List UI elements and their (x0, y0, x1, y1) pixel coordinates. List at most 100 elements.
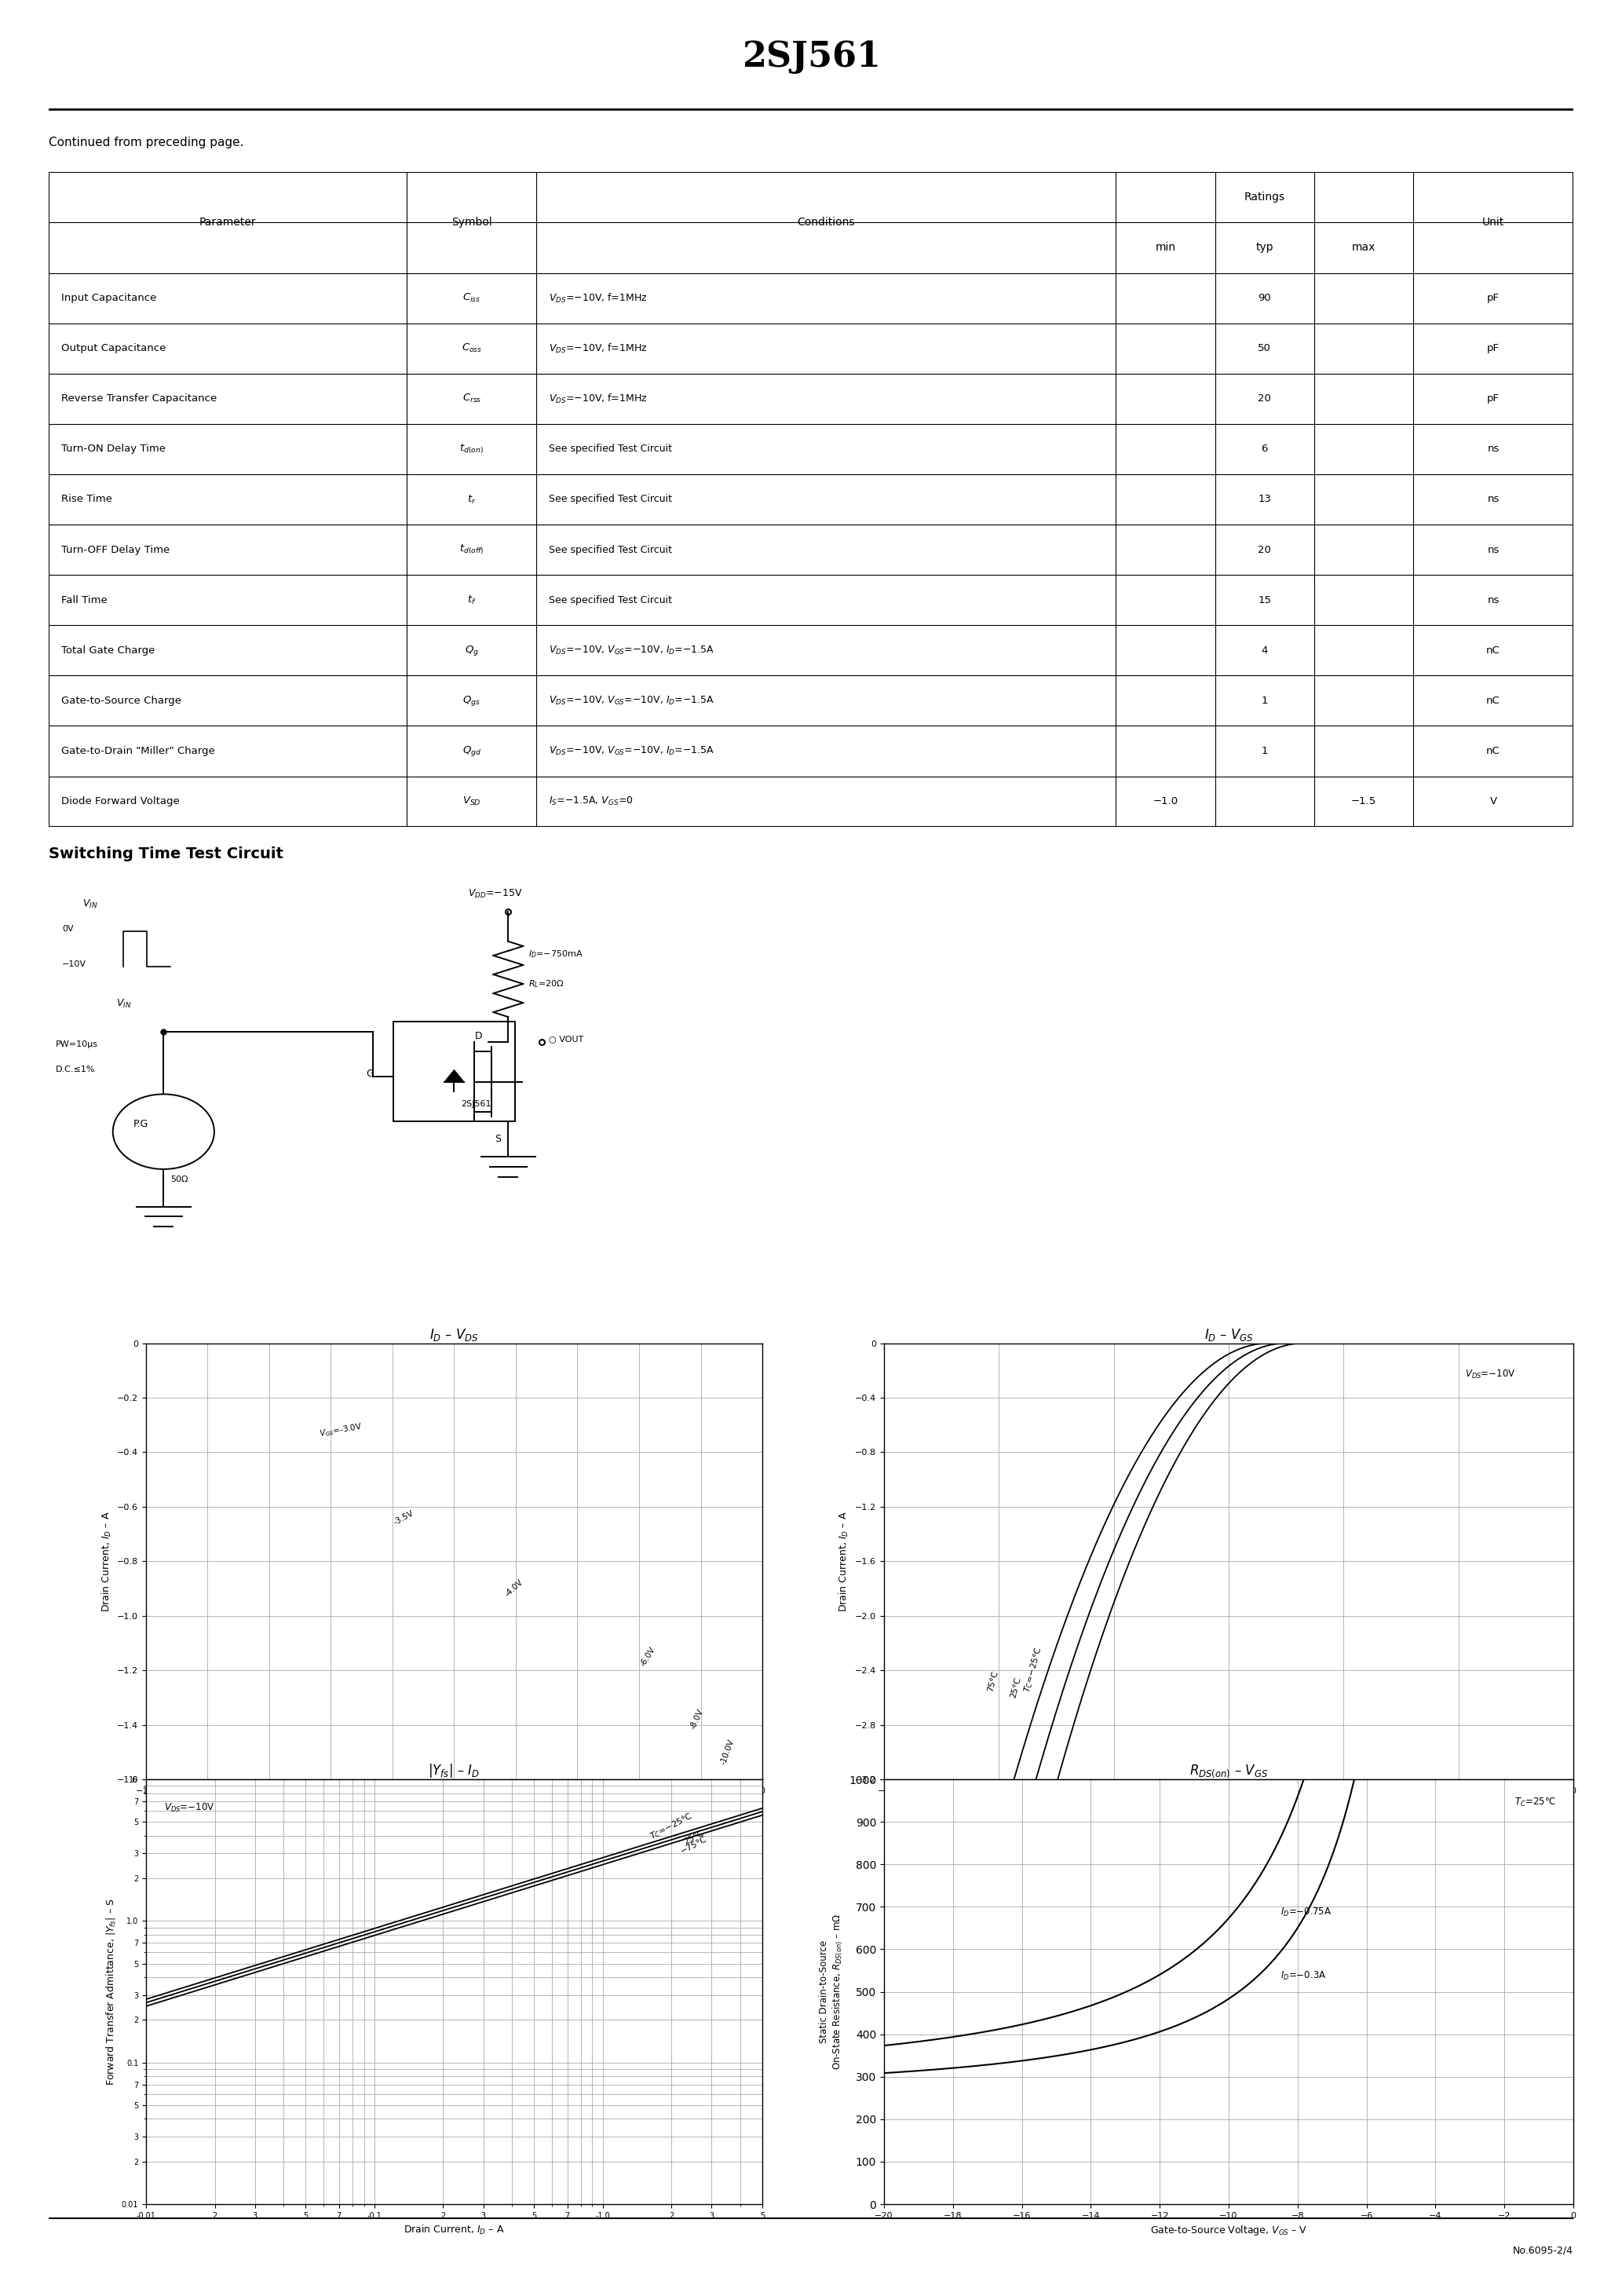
Text: Gate-to-Source Charge: Gate-to-Source Charge (62, 696, 182, 705)
Text: $t_f$: $t_f$ (467, 595, 477, 606)
Text: $I_D$=−0.3A: $I_D$=−0.3A (1280, 1970, 1327, 1981)
Text: Unit: Unit (1483, 218, 1504, 227)
Text: 90: 90 (1259, 294, 1272, 303)
Text: −10V: −10V (62, 960, 86, 969)
Text: nC: nC (1486, 746, 1500, 755)
Text: -8.0V: -8.0V (688, 1708, 704, 1731)
Text: pF: pF (1487, 393, 1500, 404)
Text: 25°C: 25°C (683, 1828, 706, 1846)
Text: -4.0V: -4.0V (503, 1577, 524, 1598)
Text: Turn-ON Delay Time: Turn-ON Delay Time (62, 443, 165, 455)
Text: Parameter: Parameter (200, 218, 256, 227)
Text: $t_r$: $t_r$ (467, 494, 477, 505)
Text: ns: ns (1487, 595, 1499, 606)
Text: See specified Test Circuit: See specified Test Circuit (548, 595, 672, 606)
Text: $T_C$=−25°C: $T_C$=−25°C (649, 1809, 694, 1841)
Text: $t_{d(on)}$: $t_{d(on)}$ (459, 443, 483, 455)
Text: $V_{DS}$=−10V, $V_{GS}$=−10V, $I_D$=−1.5A: $V_{DS}$=−10V, $V_{GS}$=−10V, $I_D$=−1.5… (548, 696, 715, 707)
Text: D: D (474, 1031, 482, 1042)
Text: Fall Time: Fall Time (62, 595, 107, 606)
Text: −1.0: −1.0 (1153, 797, 1178, 806)
Text: min: min (1155, 241, 1176, 253)
Text: Continued from preceding page.: Continued from preceding page. (49, 135, 243, 149)
Text: 50Ω: 50Ω (170, 1176, 188, 1182)
Text: $R_L$=20Ω: $R_L$=20Ω (529, 978, 564, 990)
Text: −1.5: −1.5 (1351, 797, 1377, 806)
Text: $C_{rss}$: $C_{rss}$ (462, 393, 482, 404)
Text: ns: ns (1487, 494, 1499, 505)
Text: Reverse Transfer Capacitance: Reverse Transfer Capacitance (62, 393, 216, 404)
Text: $I_S$=−1.5A, $V_{GS}$=0: $I_S$=−1.5A, $V_{GS}$=0 (548, 794, 633, 808)
Text: See specified Test Circuit: See specified Test Circuit (548, 494, 672, 505)
Text: $C_{oss}$: $C_{oss}$ (461, 342, 482, 354)
Text: V: V (1489, 797, 1497, 806)
Text: 1: 1 (1262, 746, 1268, 755)
Text: 2SJ561: 2SJ561 (741, 39, 881, 73)
Text: $T_C$=−25°C: $T_C$=−25°C (1022, 1646, 1045, 1694)
Text: $t_{d(off)}$: $t_{d(off)}$ (459, 544, 485, 556)
Text: $T_C$=25°C: $T_C$=25°C (1513, 1795, 1555, 1809)
Text: $V_{DS}$=−10V: $V_{DS}$=−10V (164, 1802, 214, 1814)
Text: Gate-to-Drain "Miller" Charge: Gate-to-Drain "Miller" Charge (62, 746, 214, 755)
Text: PW=10μs: PW=10μs (55, 1040, 97, 1049)
Text: -6.0V: -6.0V (639, 1646, 657, 1667)
Y-axis label: Drain Current, $I_D$ – A: Drain Current, $I_D$ – A (101, 1511, 112, 1612)
Text: nC: nC (1486, 696, 1500, 705)
Text: $V_{IN}$: $V_{IN}$ (117, 999, 131, 1010)
Text: 25°C: 25°C (1009, 1676, 1023, 1699)
Y-axis label: Drain Current, $I_D$ – A: Drain Current, $I_D$ – A (839, 1511, 850, 1612)
Text: See specified Test Circuit: See specified Test Circuit (548, 544, 672, 556)
Title: $|Y_{fs}|$ – $I_D$: $|Y_{fs}|$ – $I_D$ (428, 1761, 480, 1779)
Text: ns: ns (1487, 544, 1499, 556)
Title: $I_D$ – $V_{DS}$: $I_D$ – $V_{DS}$ (430, 1327, 478, 1343)
Text: 2SJ561: 2SJ561 (461, 1100, 491, 1109)
Text: Turn-OFF Delay Time: Turn-OFF Delay Time (62, 544, 169, 556)
Title: $I_D$ – $V_{GS}$: $I_D$ – $V_{GS}$ (1204, 1327, 1254, 1343)
Text: D.C.≤1%: D.C.≤1% (55, 1065, 96, 1072)
X-axis label: Drain-to-Source Voltage, $V_{DS}$ – V: Drain-to-Source Voltage, $V_{DS}$ – V (375, 1800, 534, 1812)
X-axis label: Gate-to-Source Voltage, $V_{GS}$ – V: Gate-to-Source Voltage, $V_{GS}$ – V (1150, 2225, 1307, 2236)
Text: pF: pF (1487, 344, 1500, 354)
Text: See specified Test Circuit: See specified Test Circuit (548, 443, 672, 455)
X-axis label: Gate-to-Source Voltage, $V_{GS}$ – V: Gate-to-Source Voltage, $V_{GS}$ – V (1150, 1800, 1307, 1812)
Text: $Q_g$: $Q_g$ (466, 643, 478, 657)
Text: 6: 6 (1262, 443, 1268, 455)
Text: 13: 13 (1259, 494, 1272, 505)
Text: 50: 50 (1259, 344, 1272, 354)
Text: Total Gate Charge: Total Gate Charge (62, 645, 154, 654)
Text: $V_{SD}$: $V_{SD}$ (462, 794, 482, 808)
Text: $V_{DS}$=−10V, $V_{GS}$=−10V, $I_D$=−1.5A: $V_{DS}$=−10V, $V_{GS}$=−10V, $I_D$=−1.5… (548, 746, 715, 758)
Y-axis label: Forward Transfer Admittance, $|Y_{fs}|$ – S: Forward Transfer Admittance, $|Y_{fs}|$ … (105, 1899, 117, 2085)
Text: Input Capacitance: Input Capacitance (62, 294, 156, 303)
Text: −75°C: −75°C (680, 1835, 709, 1855)
Text: $I_D$=−750mA: $I_D$=−750mA (529, 948, 584, 960)
Text: $I_D$=−0.75A: $I_D$=−0.75A (1280, 1906, 1332, 1919)
Text: No.6095-2/4: No.6095-2/4 (1513, 2245, 1573, 2255)
Text: 0V: 0V (62, 925, 73, 932)
Text: $V_{DD}$=−15V: $V_{DD}$=−15V (467, 889, 522, 900)
Text: nC: nC (1486, 645, 1500, 654)
Text: Output Capacitance: Output Capacitance (62, 344, 165, 354)
Text: $V_{DS}$=−10V, $V_{GS}$=−10V, $I_D$=−1.5A: $V_{DS}$=−10V, $V_{GS}$=−10V, $I_D$=−1.5… (548, 645, 715, 657)
Text: $V_{DS}$=−10V, f=1MHz: $V_{DS}$=−10V, f=1MHz (548, 292, 647, 305)
Text: 75°C: 75°C (986, 1669, 999, 1692)
Text: P.G: P.G (133, 1118, 148, 1130)
Polygon shape (444, 1070, 464, 1081)
Text: $V_{DS}$=−10V, f=1MHz: $V_{DS}$=−10V, f=1MHz (548, 393, 647, 404)
Text: Diode Forward Voltage: Diode Forward Voltage (62, 797, 178, 806)
Bar (393, 1022, 514, 1123)
Text: $Q_{gs}$: $Q_{gs}$ (462, 693, 480, 707)
Text: $Q_{gd}$: $Q_{gd}$ (462, 744, 482, 758)
Text: Rise Time: Rise Time (62, 494, 112, 505)
Text: ns: ns (1487, 443, 1499, 455)
Text: G: G (367, 1070, 375, 1079)
Text: 1: 1 (1262, 696, 1268, 705)
Text: 15: 15 (1259, 595, 1272, 606)
Title: $R_{DS(on)}$ – $V_{GS}$: $R_{DS(on)}$ – $V_{GS}$ (1189, 1763, 1268, 1779)
Text: Symbol: Symbol (451, 218, 491, 227)
Text: Switching Time Test Circuit: Switching Time Test Circuit (49, 847, 284, 861)
Text: $V_{DS}$=−10V, f=1MHz: $V_{DS}$=−10V, f=1MHz (548, 342, 647, 354)
Text: Conditions: Conditions (798, 218, 855, 227)
Text: $C_{iss}$: $C_{iss}$ (462, 292, 480, 303)
Text: max: max (1351, 241, 1375, 253)
